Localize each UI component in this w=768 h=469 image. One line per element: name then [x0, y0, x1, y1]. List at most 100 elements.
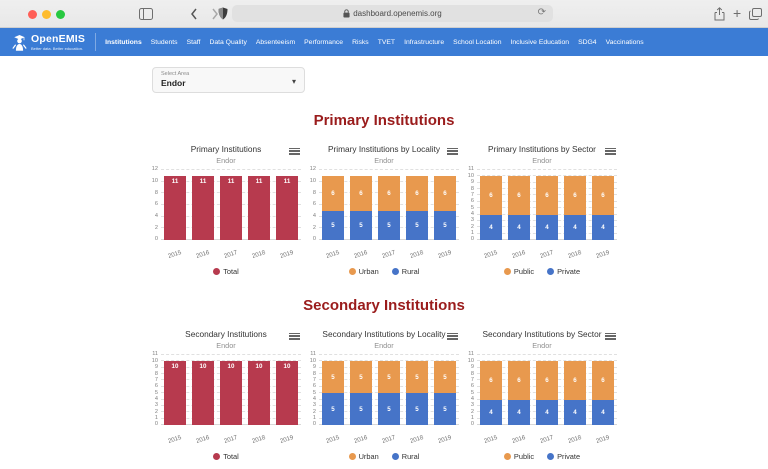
x-axis-label: 2019: [273, 428, 301, 446]
y-axis-label: 8: [312, 189, 316, 196]
chart-menu-icon[interactable]: [447, 331, 458, 341]
bar-segment-private: 4: [535, 214, 559, 240]
nav-item-inclusive-education[interactable]: Inclusive Education: [510, 38, 570, 46]
nav-item-tvet[interactable]: TVET: [377, 38, 396, 46]
bar-2017[interactable]: 11: [219, 175, 243, 240]
nav-item-sdg4[interactable]: SDG4: [578, 38, 597, 46]
y-axis-label: 7: [470, 191, 474, 198]
y-axis-label: 1: [154, 414, 158, 421]
share-icon[interactable]: [714, 7, 725, 21]
legend-item-private[interactable]: Private: [547, 452, 580, 461]
bar-2015[interactable]: 10: [163, 361, 187, 425]
zoom-window-button[interactable]: [56, 10, 65, 19]
legend: Urban Rural: [305, 452, 463, 461]
nav-item-performance[interactable]: Performance: [304, 38, 344, 46]
x-axis-labels: 2015 2016 2017 2018 2019: [319, 428, 459, 446]
address-bar[interactable]: dashboard.openemis.org ⟳: [232, 5, 553, 22]
bar-2017[interactable]: 10: [219, 361, 243, 425]
legend-item-urban[interactable]: Urban: [348, 267, 379, 276]
bar-segment-public: 6: [535, 176, 559, 215]
bar-slot: 11: [217, 170, 245, 240]
bar-2016[interactable]: 10: [191, 361, 215, 425]
legend-item-public[interactable]: Public: [503, 267, 535, 276]
legend-item-public[interactable]: Public: [503, 452, 534, 461]
plot: 0 2 4 6 8 10 12 6 5 6 5 6 5 6 5 6 5: [305, 167, 463, 242]
x-axis-label: 2019: [589, 428, 617, 446]
chart-menu-icon[interactable]: [605, 331, 616, 341]
tabs-overview-icon[interactable]: [749, 8, 762, 20]
bar-2019[interactable]: 11: [275, 175, 299, 240]
bar-2016[interactable]: 11: [191, 175, 215, 240]
new-tab-icon[interactable]: +: [733, 5, 742, 21]
bar-segment-public: 6: [507, 176, 531, 215]
legend-item-private[interactable]: Private: [547, 267, 580, 276]
bars: 10 10 10 10 10: [161, 355, 301, 425]
nav-item-school-location[interactable]: School Location: [453, 38, 502, 46]
nav-item-infrastructure[interactable]: Infrastructure: [404, 38, 445, 46]
x-axis-label-text: 2018: [251, 249, 267, 260]
plot: 0 1 2 3 4 5 6 7 8 9 10 11 6 4 6 4 6 4 6 4 6 4: [463, 352, 621, 427]
bar-2015[interactable]: 11: [163, 175, 187, 240]
chart-menu-icon[interactable]: [447, 146, 458, 156]
plot: 0 1 2 3 4 5 6 7 8 9 10 11 10 10 10 10 10: [147, 352, 305, 427]
sidebar-toggle-icon[interactable]: [139, 8, 153, 20]
chart-menu-icon[interactable]: [289, 331, 300, 341]
nav-item-students[interactable]: Students: [150, 38, 178, 46]
nav-item-data-quality[interactable]: Data Quality: [209, 38, 247, 46]
area-select[interactable]: Select Area Endor ▾: [152, 67, 305, 93]
legend-item-rural[interactable]: Rural: [391, 452, 419, 461]
charts-row: Primary Institutions Endor 0 2 4 6 8 10 12 11 11 11…: [0, 140, 768, 276]
legend-item-urban[interactable]: Urban: [348, 452, 379, 461]
y-axis-label: 7: [154, 376, 158, 383]
openemis-logo[interactable]: OpenEMIS Better data. Better education.: [12, 33, 85, 52]
bar-slot: 10: [161, 355, 189, 425]
nav-item-institutions[interactable]: Institutions: [105, 38, 142, 46]
nav-item-risks[interactable]: Risks: [352, 38, 369, 46]
bar-2019[interactable]: 10: [275, 361, 299, 425]
y-axis-label: 0: [154, 236, 158, 243]
legend-item-rural[interactable]: Rural: [391, 267, 419, 276]
bar-2018[interactable]: 11: [247, 175, 271, 240]
minimize-window-button[interactable]: [42, 10, 51, 19]
forward-button[interactable]: [211, 8, 219, 20]
legend-label: Public: [513, 267, 535, 276]
privacy-shield-icon[interactable]: [218, 7, 228, 20]
x-axis-label-text: 2019: [437, 249, 453, 260]
back-button[interactable]: [190, 8, 198, 20]
nav-item-vaccinations[interactable]: Vaccinations: [605, 38, 644, 46]
y-axis-label: 11: [310, 351, 316, 358]
legend-item-total[interactable]: Total: [213, 452, 239, 461]
chart-menu-icon[interactable]: [289, 146, 300, 156]
nav-item-absenteeism[interactable]: Absenteeism: [255, 38, 296, 46]
legend-item-total[interactable]: Total: [213, 267, 239, 276]
nav-item-staff[interactable]: Staff: [186, 38, 201, 46]
bar-2018[interactable]: 10: [247, 361, 271, 425]
chart-menu-icon[interactable]: [605, 146, 616, 156]
bar-segment-urban: 6: [405, 175, 429, 211]
y-axis-label: 10: [309, 177, 316, 184]
close-window-button[interactable]: [28, 10, 37, 19]
reload-icon[interactable]: ⟳: [537, 7, 546, 18]
